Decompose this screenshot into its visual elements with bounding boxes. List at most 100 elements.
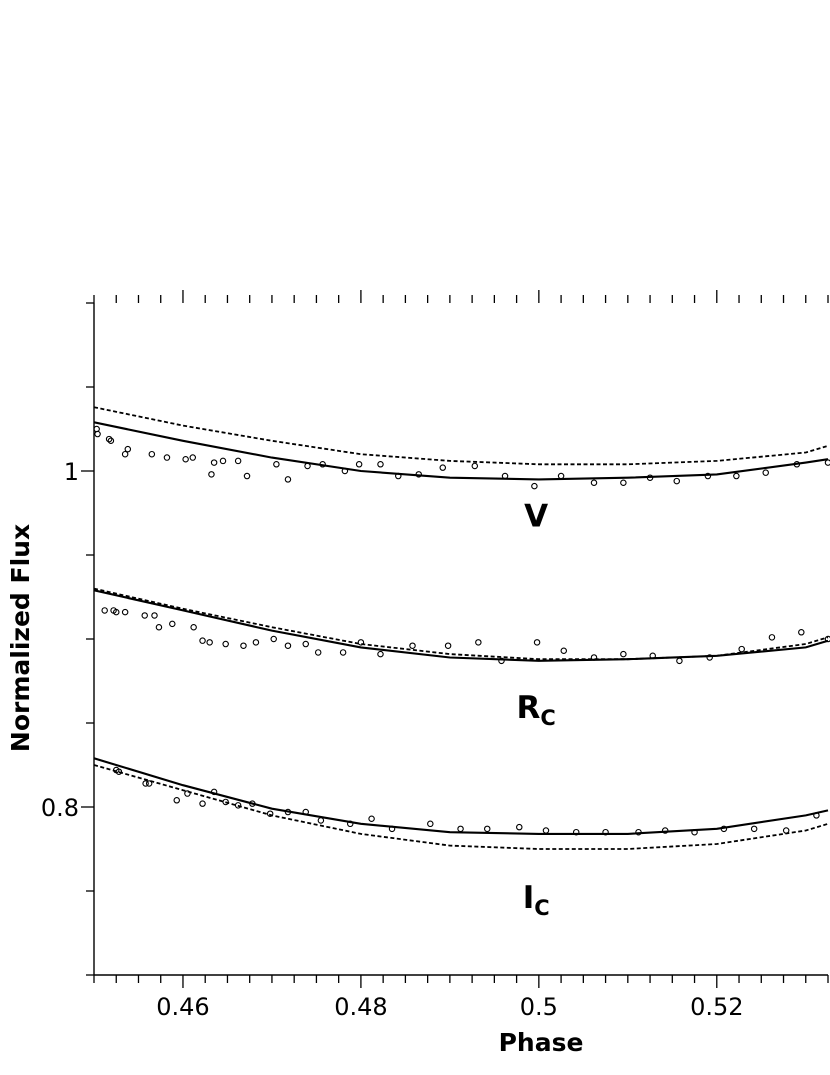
- v-observed-point: [94, 425, 100, 433]
- i-observed-point: [635, 828, 642, 836]
- band-label-main: V: [524, 498, 548, 534]
- i-observed-point: [346, 820, 354, 828]
- v-observed-point: [590, 479, 598, 487]
- r-observed-point: [560, 647, 568, 655]
- i-observed-point: [782, 827, 790, 834]
- r-observed-point: [444, 642, 452, 649]
- r-observed-point: [222, 640, 229, 648]
- r-observed-point: [738, 645, 745, 653]
- r-observed-point: [620, 650, 627, 658]
- i-observed-point: [661, 827, 669, 834]
- r-observed-point: [101, 607, 108, 614]
- r-solid-model-curve: [94, 589, 829, 662]
- r-observed-point: [141, 612, 148, 619]
- y-axis-title: Normalized Flux: [6, 524, 35, 752]
- v-observed-point: [182, 455, 189, 463]
- i-observed-point: [720, 825, 728, 833]
- band-label-v: V: [524, 498, 548, 534]
- v-observed-point: [148, 450, 156, 458]
- r-observed-point: [190, 623, 197, 631]
- i-observed-point: [457, 825, 464, 833]
- i-observed-point: [542, 827, 550, 834]
- y-tick-label: 1: [64, 458, 79, 486]
- r-observed-point: [649, 652, 656, 660]
- r-observed-point: [706, 654, 713, 661]
- axes: [81, 290, 829, 988]
- r-observed-point: [676, 657, 683, 665]
- i-solid-model-curve: [94, 757, 829, 835]
- v-observed-point: [793, 461, 801, 468]
- r-observed-point: [112, 608, 120, 616]
- v-observed-point: [234, 457, 242, 465]
- r-observed-point: [824, 635, 830, 643]
- v-observed-point: [733, 472, 740, 480]
- band-label-subscript: C: [534, 896, 549, 920]
- band-label-main: R: [517, 690, 541, 726]
- i-observed-point: [516, 823, 523, 831]
- i-observed-point: [572, 828, 580, 836]
- r-observed-point: [533, 639, 541, 646]
- band-label-i: IC: [523, 880, 550, 920]
- band-label-r: RC: [517, 690, 556, 730]
- i-observed-point: [222, 798, 229, 806]
- v-observed-point: [377, 461, 384, 468]
- v-observed-point: [284, 476, 292, 483]
- r-observed-point: [798, 629, 805, 636]
- plot-area: [94, 406, 830, 850]
- i-observed-point: [249, 800, 256, 807]
- tick-labels: 0.46 0.48 0.5 0.52 0.8 1: [41, 458, 744, 1021]
- v-observed-point: [124, 445, 132, 453]
- v-observed-point: [620, 479, 627, 487]
- i-observed-point: [368, 815, 375, 823]
- r-observed-point: [357, 639, 365, 646]
- i-dashed-model-curve: [94, 764, 829, 850]
- r-observed-point: [302, 640, 309, 648]
- v-observed-point: [341, 467, 349, 475]
- v-observed-point: [94, 430, 101, 438]
- i-observed-point: [750, 825, 758, 833]
- r-observed-point: [377, 650, 384, 658]
- v-observed-point: [163, 454, 171, 461]
- x-axis-title: Phase: [499, 1028, 584, 1057]
- r-observed-point: [768, 634, 776, 641]
- i-observed-point: [388, 825, 396, 833]
- i-observed-point: [602, 828, 609, 836]
- i-observed-point: [234, 802, 242, 809]
- i-observed-point: [813, 812, 820, 819]
- r-observed-point: [252, 639, 260, 646]
- v-dashed-model-curve: [94, 406, 829, 466]
- r-observed-point: [206, 639, 213, 646]
- r-dashed-model-curve: [94, 587, 829, 661]
- r-observed-point: [121, 608, 129, 616]
- r-observed-point: [475, 639, 482, 646]
- v-observed-point: [762, 469, 769, 476]
- r-observed-point: [314, 649, 322, 656]
- x-tick-label: 0.52: [690, 993, 743, 1021]
- v-observed-point: [208, 471, 215, 478]
- i-observed-point: [184, 790, 191, 797]
- r-observed-point: [240, 642, 247, 649]
- i-observed-point: [115, 768, 123, 775]
- band-label-main: I: [523, 880, 535, 916]
- v-observed-point: [304, 462, 311, 470]
- v-observed-point: [189, 454, 197, 461]
- v-observed-point: [355, 461, 363, 468]
- x-tick-label: 0.48: [334, 993, 387, 1021]
- r-observed-point: [498, 657, 505, 665]
- i-observed-point: [317, 817, 325, 824]
- v-observed-point: [395, 472, 402, 480]
- v-observed-point: [531, 482, 538, 490]
- v-observed-point: [243, 472, 251, 480]
- v-observed-point: [471, 462, 479, 470]
- v-observed-point: [319, 461, 326, 468]
- i-observed-point: [691, 828, 698, 836]
- x-tick-label: 0.46: [156, 993, 209, 1021]
- v-observed-point: [824, 459, 830, 466]
- r-observed-point: [169, 620, 176, 628]
- r-observed-point: [155, 623, 163, 631]
- i-observed-point: [483, 825, 491, 833]
- r-observed-point: [409, 642, 416, 649]
- v-observed-point: [704, 472, 712, 480]
